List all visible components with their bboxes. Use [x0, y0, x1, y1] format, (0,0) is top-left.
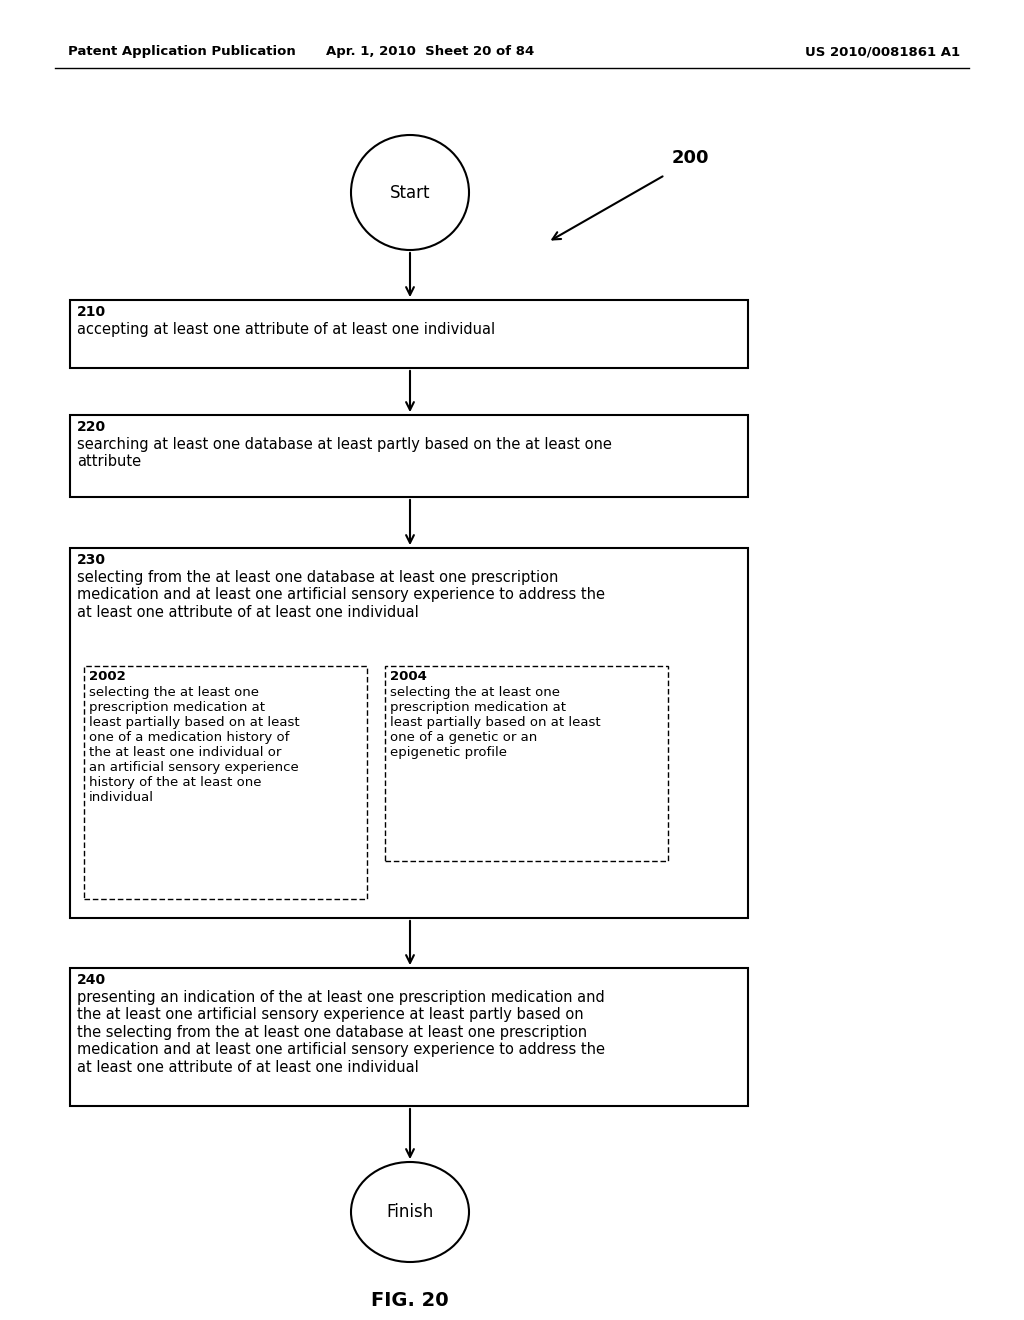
Bar [385, 667, 668, 861]
Bar [84, 667, 367, 899]
Bar [70, 548, 748, 917]
Bar [70, 968, 748, 1106]
Text: 220: 220 [77, 420, 106, 434]
Text: FIG. 20: FIG. 20 [371, 1291, 449, 1309]
Text: Patent Application Publication: Patent Application Publication [68, 45, 296, 58]
Text: presenting an indication of the at least one prescription medication and
the at : presenting an indication of the at least… [77, 990, 605, 1074]
Text: 210: 210 [77, 305, 106, 319]
Text: selecting the at least one
prescription medication at
least partially based on a: selecting the at least one prescription … [89, 686, 300, 804]
Text: selecting from the at least one database at least one prescription
medication an: selecting from the at least one database… [77, 570, 605, 620]
Text: Apr. 1, 2010  Sheet 20 of 84: Apr. 1, 2010 Sheet 20 of 84 [326, 45, 535, 58]
Text: Start: Start [390, 183, 430, 202]
Text: 200: 200 [672, 149, 710, 168]
Text: searching at least one database at least partly based on the at least one
attrib: searching at least one database at least… [77, 437, 612, 470]
Text: 2004: 2004 [390, 671, 427, 682]
Text: 240: 240 [77, 973, 106, 987]
Text: 2002: 2002 [89, 671, 126, 682]
Text: selecting the at least one
prescription medication at
least partially based on a: selecting the at least one prescription … [390, 686, 601, 759]
Text: accepting at least one attribute of at least one individual: accepting at least one attribute of at l… [77, 322, 496, 337]
Text: 230: 230 [77, 553, 106, 568]
Bar [70, 300, 748, 368]
Text: Finish: Finish [386, 1203, 433, 1221]
Text: US 2010/0081861 A1: US 2010/0081861 A1 [805, 45, 961, 58]
Bar [70, 414, 748, 498]
